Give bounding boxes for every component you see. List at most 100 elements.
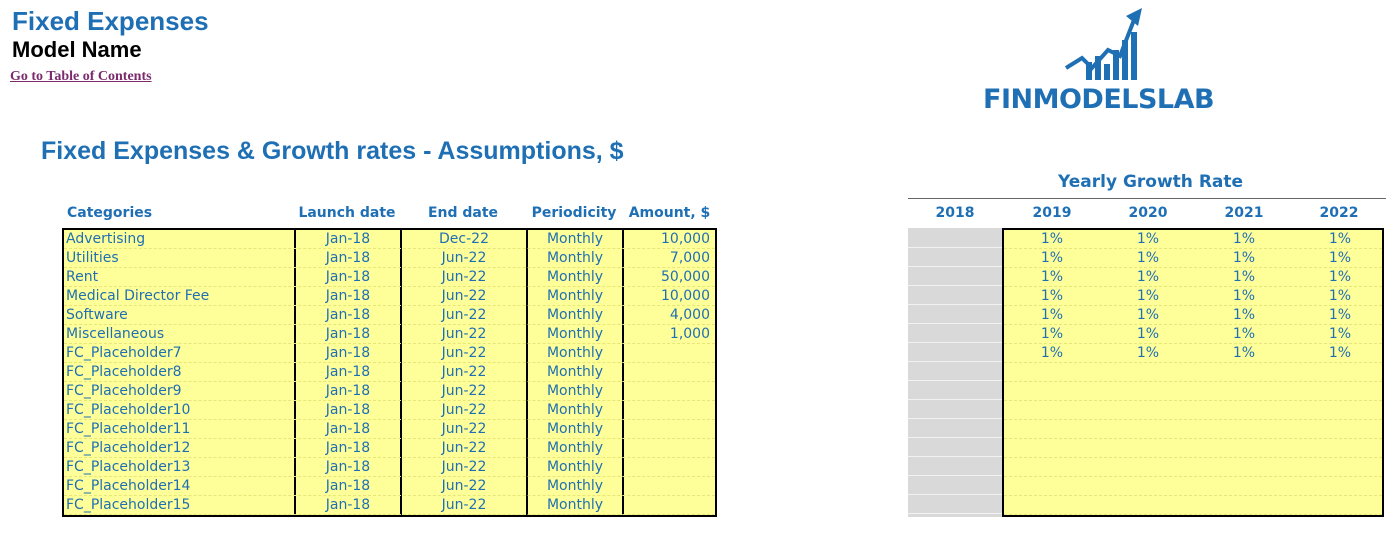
cell-category[interactable]: FC_Placeholder8 — [66, 364, 182, 380]
cell-periodicity[interactable]: Monthly — [546, 231, 604, 247]
cell-category[interactable]: FC_Placeholder9 — [66, 383, 182, 399]
cell-amount[interactable]: 1,000 — [669, 326, 710, 342]
cell-category[interactable]: FC_Placeholder10 — [66, 402, 191, 418]
cell-launch-date[interactable]: Jan-18 — [325, 269, 371, 285]
growth-rate-cell-2022[interactable]: 1% — [1328, 326, 1352, 342]
cell-launch-date[interactable]: Jan-18 — [325, 440, 371, 456]
cell-end-date[interactable]: Jun-22 — [441, 364, 487, 380]
cell-category[interactable]: FC_Placeholder13 — [66, 459, 191, 475]
growth-rate-cell-2020[interactable] — [1100, 363, 1196, 382]
cell-end-date[interactable]: Jun-22 — [441, 497, 487, 513]
cell-category[interactable]: Advertising — [66, 231, 146, 247]
growth-rate-cell-2022[interactable] — [1292, 420, 1388, 439]
growth-rate-cell-2021[interactable]: 1% — [1232, 345, 1256, 361]
cell-launch-date[interactable]: Jan-18 — [325, 421, 371, 437]
growth-rate-cell-2020[interactable] — [1100, 439, 1196, 458]
cell-periodicity[interactable]: Monthly — [546, 459, 604, 475]
cell-periodicity[interactable]: Monthly — [546, 421, 604, 437]
cell-amount[interactable] — [624, 458, 710, 477]
growth-rate-cell-2021[interactable]: 1% — [1232, 269, 1256, 285]
growth-rate-cell-2020[interactable]: 1% — [1136, 288, 1160, 304]
growth-rate-cell-2020[interactable] — [1100, 458, 1196, 477]
cell-end-date[interactable]: Jun-22 — [441, 440, 487, 456]
cell-launch-date[interactable]: Jan-18 — [325, 307, 371, 323]
cell-periodicity[interactable]: Monthly — [546, 478, 604, 494]
growth-rate-cell-2019[interactable] — [1004, 496, 1100, 515]
cell-launch-date[interactable]: Jan-18 — [325, 402, 371, 418]
growth-rate-cell-2019[interactable]: 1% — [1040, 288, 1064, 304]
growth-rate-cell-2020[interactable] — [1100, 401, 1196, 420]
cell-end-date[interactable]: Dec-22 — [439, 231, 489, 247]
cell-category[interactable]: Software — [66, 307, 128, 323]
growth-rate-cell-2021[interactable] — [1196, 382, 1292, 401]
growth-rate-cell-2021[interactable]: 1% — [1232, 326, 1256, 342]
cell-end-date[interactable]: Jun-22 — [441, 288, 487, 304]
cell-periodicity[interactable]: Monthly — [546, 497, 604, 513]
growth-rate-cell-2020[interactable] — [1100, 420, 1196, 439]
growth-rate-cell-2020[interactable]: 1% — [1136, 269, 1160, 285]
cell-end-date[interactable]: Jun-22 — [441, 269, 487, 285]
cell-periodicity[interactable]: Monthly — [546, 383, 604, 399]
growth-rate-cell-2021[interactable] — [1196, 401, 1292, 420]
growth-rate-cell-2019[interactable] — [1004, 477, 1100, 496]
growth-rate-cell-2019[interactable] — [1004, 382, 1100, 401]
growth-rate-cell-2019[interactable]: 1% — [1040, 345, 1064, 361]
cell-amount[interactable] — [624, 496, 710, 515]
growth-rate-cell-2019[interactable] — [1004, 439, 1100, 458]
growth-rate-cell-2022[interactable]: 1% — [1328, 288, 1352, 304]
cell-launch-date[interactable]: Jan-18 — [325, 250, 371, 266]
cell-amount[interactable] — [624, 401, 710, 420]
cell-category[interactable]: FC_Placeholder11 — [66, 421, 191, 437]
growth-rate-cell-2021[interactable] — [1196, 420, 1292, 439]
cell-end-date[interactable]: Jun-22 — [441, 478, 487, 494]
cell-category[interactable]: Rent — [66, 269, 99, 285]
growth-rate-cell-2022[interactable]: 1% — [1328, 269, 1352, 285]
cell-end-date[interactable]: Jun-22 — [441, 383, 487, 399]
growth-rate-cell-2020[interactable]: 1% — [1136, 250, 1160, 266]
cell-category[interactable]: Medical Director Fee — [66, 288, 210, 304]
growth-rate-cell-2022[interactable] — [1292, 363, 1388, 382]
cell-periodicity[interactable]: Monthly — [546, 326, 604, 342]
growth-rate-cell-2020[interactable] — [1100, 477, 1196, 496]
cell-category[interactable]: FC_Placeholder7 — [66, 345, 182, 361]
growth-rate-cell-2021[interactable] — [1196, 477, 1292, 496]
cell-amount[interactable]: 10,000 — [661, 231, 710, 247]
growth-rate-cell-2020[interactable]: 1% — [1136, 345, 1160, 361]
cell-amount[interactable]: 7,000 — [669, 250, 710, 266]
cell-amount[interactable]: 10,000 — [661, 288, 710, 304]
cell-periodicity[interactable]: Monthly — [546, 345, 604, 361]
growth-rate-cell-2021[interactable]: 1% — [1232, 288, 1256, 304]
growth-rate-cell-2022[interactable]: 1% — [1328, 345, 1352, 361]
cell-end-date[interactable]: Jun-22 — [441, 326, 487, 342]
cell-launch-date[interactable]: Jan-18 — [325, 364, 371, 380]
growth-rate-cell-2021[interactable] — [1196, 439, 1292, 458]
cell-amount[interactable]: 50,000 — [661, 269, 710, 285]
growth-rate-cell-2022[interactable] — [1292, 382, 1388, 401]
growth-rate-cell-2019[interactable] — [1004, 458, 1100, 477]
growth-rate-cell-2020[interactable]: 1% — [1136, 231, 1160, 247]
cell-launch-date[interactable]: Jan-18 — [325, 326, 371, 342]
cell-amount[interactable] — [624, 344, 710, 363]
cell-periodicity[interactable]: Monthly — [546, 364, 604, 380]
cell-periodicity[interactable]: Monthly — [546, 307, 604, 323]
growth-rate-cell-2019[interactable]: 1% — [1040, 269, 1064, 285]
cell-end-date[interactable]: Jun-22 — [441, 402, 487, 418]
cell-amount[interactable] — [624, 382, 710, 401]
cell-periodicity[interactable]: Monthly — [546, 402, 604, 418]
cell-end-date[interactable]: Jun-22 — [441, 307, 487, 323]
cell-category[interactable]: FC_Placeholder15 — [66, 497, 191, 513]
growth-rate-cell-2021[interactable] — [1196, 363, 1292, 382]
growth-rate-cell-2019[interactable]: 1% — [1040, 307, 1064, 323]
growth-rate-cell-2020[interactable] — [1100, 496, 1196, 515]
growth-rate-cell-2021[interactable] — [1196, 458, 1292, 477]
cell-launch-date[interactable]: Jan-18 — [325, 345, 371, 361]
growth-rate-cell-2022[interactable] — [1292, 401, 1388, 420]
growth-rate-cell-2022[interactable]: 1% — [1328, 231, 1352, 247]
growth-rate-cell-2022[interactable]: 1% — [1328, 307, 1352, 323]
cell-launch-date[interactable]: Jan-18 — [325, 288, 371, 304]
growth-rate-cell-2022[interactable]: 1% — [1328, 250, 1352, 266]
growth-rate-cell-2020[interactable] — [1100, 382, 1196, 401]
cell-category[interactable]: Miscellaneous — [66, 326, 165, 342]
cell-periodicity[interactable]: Monthly — [546, 250, 604, 266]
cell-category[interactable]: FC_Placeholder12 — [66, 440, 191, 456]
